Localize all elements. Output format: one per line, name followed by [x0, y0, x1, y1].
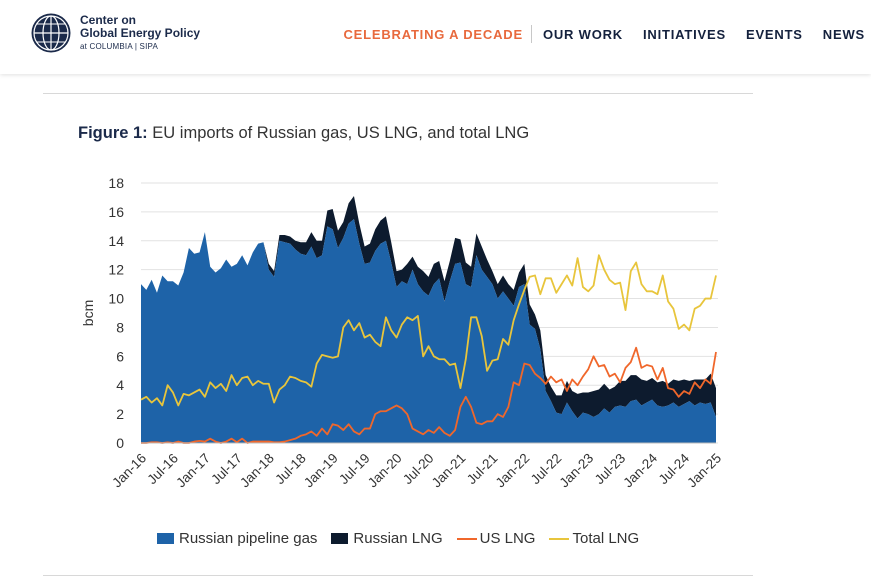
- x-tick-label-Jan-19: Jan-19: [301, 451, 341, 491]
- nav-celebrating-a-decade[interactable]: CELEBRATING A DECADE: [343, 26, 523, 42]
- y-tick-label-8: 8: [116, 319, 124, 335]
- x-tick-label-Jan-21: Jan-21: [429, 451, 469, 491]
- divider-bottom: [43, 575, 753, 576]
- x-tick-label-Jan-17: Jan-17: [173, 451, 213, 491]
- nav-initiatives[interactable]: INITIATIVES: [643, 26, 726, 42]
- legend-item-pipeline: Russian pipeline gas: [157, 530, 317, 547]
- globe-logo-icon[interactable]: [30, 12, 72, 54]
- y-tick-label-0: 0: [116, 435, 124, 451]
- brand-line-3: at COLUMBIA | SIPA: [80, 42, 158, 51]
- brand-line-1: Center on: [80, 13, 137, 27]
- nav-divider: [530, 25, 532, 43]
- figure-title: Figure 1: EU imports of Russian gas, US …: [78, 124, 529, 143]
- site-header: Center on Global Energy Policy at COLUMB…: [0, 0, 871, 74]
- legend-label-total-lng: Total LNG: [572, 530, 640, 547]
- legend-swatch-russian-lng: [331, 533, 349, 544]
- x-tick-label-Jan-25: Jan-25: [684, 451, 724, 491]
- legend-swatch-us-lng: [456, 537, 477, 540]
- nav-our-work[interactable]: OUR WORK: [542, 26, 623, 42]
- nav-events[interactable]: EVENTS: [745, 26, 803, 42]
- brand-text[interactable]: Center on Global Energy Policy at COLUMB…: [80, 14, 200, 53]
- legend-item-us-lng: US LNG: [456, 530, 536, 547]
- figure-label: Figure 1:: [78, 124, 148, 142]
- russian-lng-area: [141, 196, 716, 419]
- y-tick-label-16: 16: [108, 204, 124, 220]
- x-tick-label-Jan-24: Jan-24: [620, 450, 660, 490]
- legend-item-total-lng: Total LNG: [549, 530, 639, 547]
- x-tick-label-Jan-18: Jan-18: [237, 451, 277, 491]
- x-tick-label-Jan-20: Jan-20: [365, 451, 405, 491]
- russian-pipeline-area: [141, 219, 716, 443]
- legend-label-us-lng: US LNG: [479, 530, 536, 547]
- y-tick-label-6: 6: [116, 348, 124, 364]
- y-tick-label-12: 12: [108, 262, 124, 278]
- divider-top: [43, 93, 753, 94]
- y-axis-label: bcm: [80, 300, 96, 326]
- legend-swatch-total-lng: [549, 537, 570, 540]
- legend-item-russian-lng: Russian LNG: [331, 530, 443, 547]
- x-tick-label-Jan-22: Jan-22: [493, 451, 533, 491]
- legend-label-russian-lng: Russian LNG: [353, 530, 443, 547]
- nav-news[interactable]: NEWS: [822, 26, 865, 42]
- y-tick-label-14: 14: [108, 233, 124, 249]
- y-tick-label-18: 18: [108, 175, 124, 191]
- main-nav: CELEBRATING A DECADE OUR WORK INITIATIVE…: [343, 25, 865, 43]
- y-tick-label-4: 4: [116, 377, 124, 393]
- total-lng-line: [140, 254, 717, 407]
- y-tick-label-2: 2: [116, 406, 124, 422]
- chart-legend: Russian pipeline gas Russian LNG US LNG …: [157, 530, 653, 547]
- legend-swatch-pipeline: [157, 533, 174, 544]
- us-lng-line: [141, 346, 717, 444]
- y-tick-label-10: 10: [108, 291, 124, 307]
- x-tick-label-Jan-16: Jan-16: [109, 451, 149, 491]
- figure-caption: EU imports of Russian gas, US LNG, and t…: [152, 124, 530, 142]
- legend-label-pipeline: Russian pipeline gas: [179, 530, 318, 547]
- brand-line-2: Global Energy Policy: [80, 26, 201, 40]
- x-tick-label-Jan-23: Jan-23: [557, 451, 597, 491]
